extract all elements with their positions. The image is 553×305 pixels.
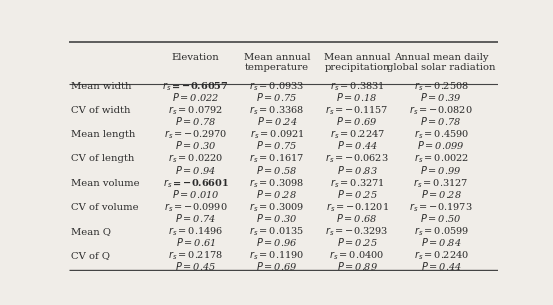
Text: $P$ = 0.28: $P$ = 0.28 <box>257 188 298 200</box>
Text: $P$ = 0.44: $P$ = 0.44 <box>337 139 378 152</box>
Text: $P$ = 0.78: $P$ = 0.78 <box>420 115 462 127</box>
Text: $r_s$ = 0.3831: $r_s$ = 0.3831 <box>330 80 384 93</box>
Text: $P$ = 0.89: $P$ = 0.89 <box>337 260 378 272</box>
Text: $P$ = 0.50: $P$ = 0.50 <box>420 212 462 224</box>
Text: $r_s$ = −0.6057: $r_s$ = −0.6057 <box>163 80 229 93</box>
Text: $P$ = 0.45: $P$ = 0.45 <box>175 260 216 272</box>
Text: $r_s$ = −0.6601: $r_s$ = −0.6601 <box>163 177 228 190</box>
Text: $P$ = 0.69: $P$ = 0.69 <box>336 115 378 127</box>
Text: $P$ = 0.18: $P$ = 0.18 <box>336 91 378 103</box>
Text: $r_s$ = 0.2247: $r_s$ = 0.2247 <box>330 128 385 141</box>
Text: $r_s$ = 0.1190: $r_s$ = 0.1190 <box>249 249 305 262</box>
Text: $r_s$ = 0.3009: $r_s$ = 0.3009 <box>249 201 305 214</box>
Text: $r_s$ = 0.4590: $r_s$ = 0.4590 <box>414 128 468 141</box>
Text: $P$ = 0.84: $P$ = 0.84 <box>421 236 461 248</box>
Text: $r_s$ = 0.3368: $r_s$ = 0.3368 <box>249 104 305 117</box>
Text: $r_s$ = 0.0792: $r_s$ = 0.0792 <box>168 104 223 117</box>
Text: $P$ = 0.75: $P$ = 0.75 <box>257 91 298 103</box>
Text: $P$ = 0.099: $P$ = 0.099 <box>418 139 465 152</box>
Text: $r_s$ = −0.1157: $r_s$ = −0.1157 <box>325 104 389 117</box>
Text: $P$ = 0.61: $P$ = 0.61 <box>176 236 216 248</box>
Text: $r_s$ = 0.0220: $r_s$ = 0.0220 <box>168 152 223 165</box>
Text: CV of length: CV of length <box>71 155 134 163</box>
Text: Mean length: Mean length <box>71 130 135 139</box>
Text: Mean annual
temperature: Mean annual temperature <box>244 53 310 73</box>
Text: $r_s$ = −0.0623: $r_s$ = −0.0623 <box>325 152 389 165</box>
Text: $P$ = 0.28: $P$ = 0.28 <box>421 188 462 200</box>
Text: Elevation: Elevation <box>171 53 220 62</box>
Text: $r_s$ = 0.0400: $r_s$ = 0.0400 <box>330 249 385 262</box>
Text: $P$ = 0.83: $P$ = 0.83 <box>337 164 378 176</box>
Text: $P$ = 0.010: $P$ = 0.010 <box>172 188 220 200</box>
Text: $P$ = 0.25: $P$ = 0.25 <box>337 236 378 248</box>
Text: $r_s$ = −0.0990: $r_s$ = −0.0990 <box>164 201 227 214</box>
Text: $r_s$ = 0.0933: $r_s$ = 0.0933 <box>249 80 305 93</box>
Text: $P$ = 0.39: $P$ = 0.39 <box>420 91 462 103</box>
Text: $r_s$ = −0.0820: $r_s$ = −0.0820 <box>409 104 473 117</box>
Text: $P$ = 0.94: $P$ = 0.94 <box>175 164 216 176</box>
Text: $P$ = 0.24: $P$ = 0.24 <box>257 115 298 127</box>
Text: $r_s$ = 0.0022: $r_s$ = 0.0022 <box>414 152 469 165</box>
Text: $P$ = 0.75: $P$ = 0.75 <box>257 139 298 152</box>
Text: $P$ = 0.44: $P$ = 0.44 <box>421 260 462 272</box>
Text: Mean width: Mean width <box>71 82 132 91</box>
Text: $P$ = 0.69: $P$ = 0.69 <box>256 260 298 272</box>
Text: $r_s$ = −0.1201: $r_s$ = −0.1201 <box>326 201 389 214</box>
Text: CV of volume: CV of volume <box>71 203 139 212</box>
Text: Annual mean daily
global solar radiation: Annual mean daily global solar radiation <box>387 53 495 73</box>
Text: $P$ = 0.30: $P$ = 0.30 <box>256 212 298 224</box>
Text: $P$ = 0.74: $P$ = 0.74 <box>175 212 216 224</box>
Text: Mean Q: Mean Q <box>71 227 111 236</box>
Text: $r_s$ = 0.0135: $r_s$ = 0.0135 <box>249 225 305 238</box>
Text: $r_s$ = 0.1496: $r_s$ = 0.1496 <box>168 225 223 238</box>
Text: $r_s$ = 0.0599: $r_s$ = 0.0599 <box>414 225 468 238</box>
Text: Mean volume: Mean volume <box>71 179 140 188</box>
Text: $r_s$ = 0.3271: $r_s$ = 0.3271 <box>330 177 384 190</box>
Text: $r_s$ = −0.2970: $r_s$ = −0.2970 <box>164 128 227 141</box>
Text: $r_s$ = 0.2240: $r_s$ = 0.2240 <box>414 249 469 262</box>
Text: Mean annual
precipitation: Mean annual precipitation <box>324 53 390 73</box>
Text: $P$ = 0.30: $P$ = 0.30 <box>175 139 216 152</box>
Text: $P$ = 0.99: $P$ = 0.99 <box>420 164 462 176</box>
Text: $r_s$ = 0.1617: $r_s$ = 0.1617 <box>249 152 305 165</box>
Text: $P$ = 0.58: $P$ = 0.58 <box>257 164 298 176</box>
Text: $r_s$ = 0.3098: $r_s$ = 0.3098 <box>249 177 305 190</box>
Text: $r_s$ = 0.2178: $r_s$ = 0.2178 <box>168 249 223 262</box>
Text: $P$ = 0.25: $P$ = 0.25 <box>337 188 378 200</box>
Text: $r_s$ = −0.1973: $r_s$ = −0.1973 <box>409 201 473 214</box>
Text: $P$ = 0.96: $P$ = 0.96 <box>257 236 298 248</box>
Text: CV of Q: CV of Q <box>71 251 110 260</box>
Text: $r_s$ = 0.3127: $r_s$ = 0.3127 <box>414 177 469 190</box>
Text: CV of width: CV of width <box>71 106 131 115</box>
Text: $P$ = 0.022: $P$ = 0.022 <box>172 91 219 103</box>
Text: $P$ = 0.78: $P$ = 0.78 <box>175 115 216 127</box>
Text: $r_s$ = 0.2508: $r_s$ = 0.2508 <box>414 80 469 93</box>
Text: $r_s$ = 0.0921: $r_s$ = 0.0921 <box>250 128 304 141</box>
Text: $r_s$ = −0.3293: $r_s$ = −0.3293 <box>325 225 389 238</box>
Text: $P$ = 0.68: $P$ = 0.68 <box>336 212 378 224</box>
